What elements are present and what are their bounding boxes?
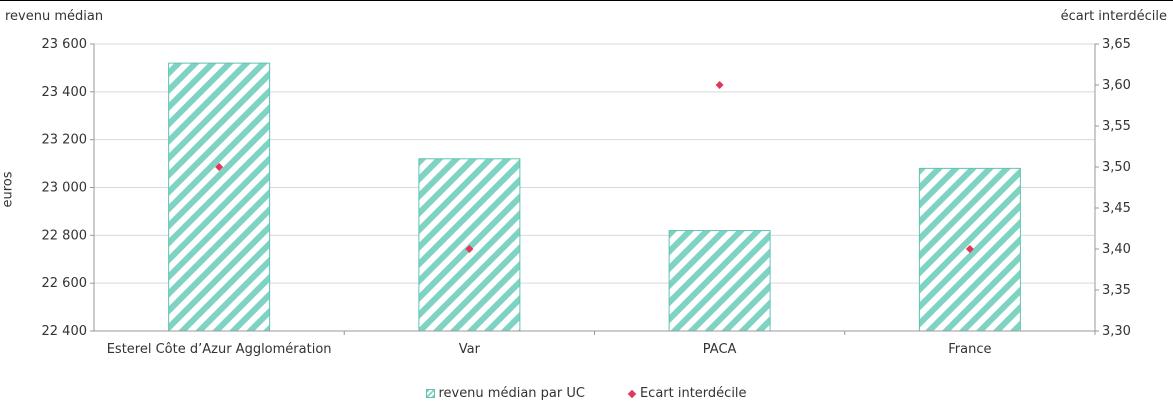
right-tick-label: 3,55 [1102,119,1131,134]
x-tick-label: PACA [703,342,737,357]
bar [668,230,771,332]
legend-swatch-bar [426,389,436,398]
left-tick-label: 23 400 [42,85,88,100]
marker-point [465,245,474,253]
right-tick-label: 3,30 [1102,324,1131,339]
left-tick-label: 22 400 [42,324,88,339]
legend-item-marker: Ecart interdécile [627,386,747,401]
right-tick-label: 3,35 [1102,283,1131,298]
bar [168,62,271,332]
left-tick-label: 23 600 [42,37,88,52]
marker-point [215,163,224,171]
legend: revenu médian par UC Ecart interdécile [0,386,1173,401]
right-tick-label: 3,40 [1102,242,1131,257]
legend-swatch-diamond [627,389,637,398]
x-tick-label: Var [459,342,481,357]
left-tick-label: 23 200 [42,133,88,148]
bar [418,158,521,332]
marker-point [965,245,974,253]
x-tick-label: Esterel Côte d’Azur Agglomération [107,342,332,357]
right-tick-label: 3,60 [1102,78,1131,93]
left-tick-label: 23 000 [42,181,88,196]
left-tick-label: 22 800 [42,228,88,243]
left-axis-title: revenu médian [5,9,104,24]
right-tick-label: 3,50 [1102,160,1131,175]
legend-label-marker: Ecart interdécile [639,386,747,401]
right-axis-title: écart interdécile [1060,9,1167,24]
left-tick-label: 22 600 [42,276,88,291]
x-tick-label: France [948,342,991,357]
legend-label-bar: revenu médian par UC [438,386,585,401]
right-tick-label: 3,45 [1102,201,1131,216]
legend-item-bar: revenu médian par UC [426,386,585,401]
right-tick-label: 3,65 [1102,37,1131,52]
marker-point [715,81,724,89]
top-rule [0,0,1173,1]
